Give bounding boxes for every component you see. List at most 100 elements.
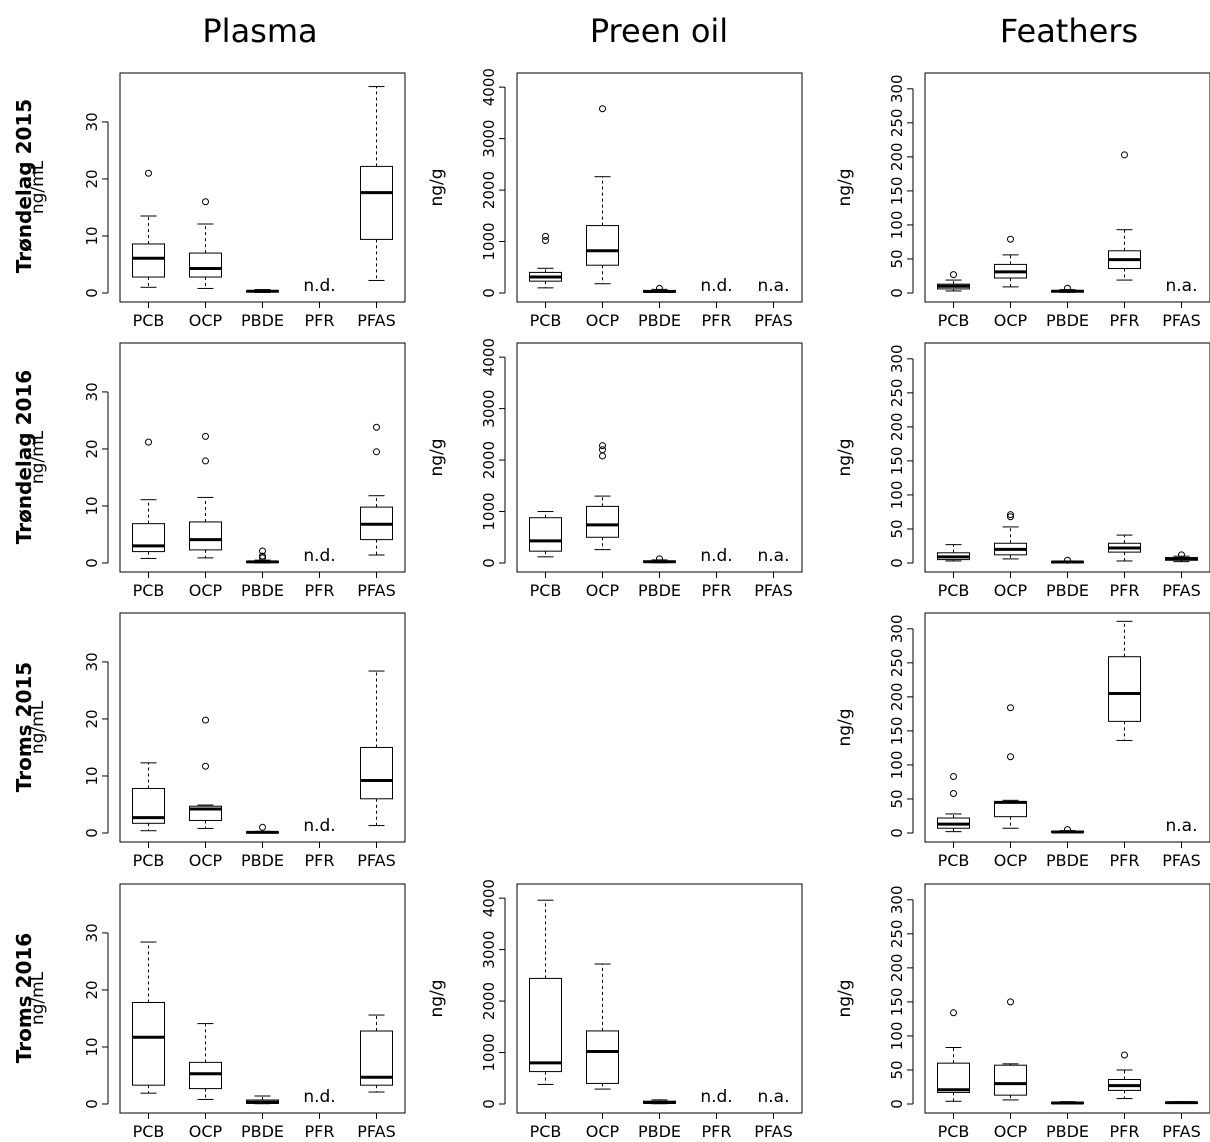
iqr-box bbox=[132, 1001, 165, 1086]
x-tick-label-pfr: PFR bbox=[305, 1122, 335, 1141]
box-pfr bbox=[1108, 151, 1141, 281]
iqr-box bbox=[189, 1061, 222, 1090]
y-axis: 0 10 20 30 bbox=[83, 112, 109, 298]
x-tick-label-pbde: PBDE bbox=[638, 581, 681, 600]
outlier-point bbox=[950, 271, 957, 279]
outlier-point bbox=[1064, 284, 1071, 292]
x-axis: PCB OCP PBDE PFR PFAS bbox=[530, 1112, 793, 1141]
y-tick-label: 30 bbox=[83, 382, 101, 401]
row-label-trondelag-2016: Trøndelag 2016 bbox=[12, 370, 36, 544]
x-tick-label-pfr: PFR bbox=[1110, 311, 1140, 330]
outlier-point bbox=[373, 423, 380, 431]
panel-feathers-trondelag-2015: 0 50 100 150 200 250 300 ng/g PCB OCP PBDE PFR PFAS n… bbox=[835, 72, 1210, 330]
box-pfr bbox=[1108, 534, 1141, 562]
y-tick-label: 30 bbox=[83, 923, 101, 942]
y-tick-label: 100 bbox=[888, 211, 906, 240]
y-tick-label: 0 bbox=[83, 558, 101, 568]
x-tick-label-pcb: PCB bbox=[938, 581, 970, 600]
note-label: n.d. bbox=[303, 276, 335, 296]
y-axis-unit-label: ng/mL bbox=[28, 430, 48, 484]
box-pcb bbox=[529, 899, 562, 1085]
outlier-point bbox=[599, 442, 606, 450]
box-pcb bbox=[937, 271, 970, 292]
box-ocp bbox=[586, 442, 619, 551]
box-pfr: n.d. bbox=[700, 276, 732, 296]
box-pfas: n.a. bbox=[1166, 816, 1198, 836]
box-pfr: n.d. bbox=[303, 1087, 335, 1107]
y-axis: 0 10 20 30 bbox=[83, 382, 109, 568]
x-axis: PCB OCP PBDE PFR PFAS bbox=[530, 301, 793, 330]
y-tick-label: 200 bbox=[888, 683, 906, 712]
y-tick-label: 10 bbox=[83, 766, 101, 785]
row-label-troms-2015: Troms 2015 bbox=[12, 662, 36, 792]
x-tick-label-pbde: PBDE bbox=[241, 1122, 284, 1141]
y-tick-label: 20 bbox=[83, 709, 101, 728]
x-tick-label-pcb: PCB bbox=[938, 1122, 970, 1141]
box-pbde bbox=[643, 555, 676, 564]
y-tick-label: 4000 bbox=[480, 338, 498, 376]
y-tick-label: 3000 bbox=[480, 931, 498, 969]
y-tick-label: 4000 bbox=[480, 879, 498, 917]
x-tick-label-pbde: PBDE bbox=[241, 851, 284, 870]
box-pcb bbox=[937, 1009, 970, 1102]
y-axis: 0 10 20 30 bbox=[83, 652, 109, 838]
x-tick-label-pcb: PCB bbox=[133, 1122, 165, 1141]
outlier-point bbox=[950, 773, 957, 781]
box-pbde bbox=[643, 1099, 676, 1105]
y-tick-label: 1000 bbox=[480, 222, 498, 260]
x-axis: PCB OCP PBDE PFR PFAS bbox=[133, 571, 396, 600]
x-tick-label-pcb: PCB bbox=[938, 311, 970, 330]
x-tick-label-pfas: PFAS bbox=[357, 311, 395, 330]
x-tick-label-ocp: OCP bbox=[189, 851, 223, 870]
y-tick-label: 2000 bbox=[480, 171, 498, 209]
x-tick-label-pfr: PFR bbox=[305, 581, 335, 600]
row-label-troms-2016: Troms 2016 bbox=[12, 933, 36, 1063]
x-tick-label-ocp: OCP bbox=[994, 1122, 1028, 1141]
y-tick-label: 100 bbox=[888, 481, 906, 510]
outlier-point bbox=[202, 457, 209, 465]
y-axis: 0 50 100 150 200 250 300 bbox=[888, 614, 914, 838]
y-tick-label: 50 bbox=[888, 519, 906, 538]
x-tick-label-pbde: PBDE bbox=[638, 1122, 681, 1141]
box-pfr: n.d. bbox=[303, 816, 335, 836]
y-tick-label: 4000 bbox=[480, 68, 498, 106]
panel-plasma-troms-2016: 0 10 20 30 ng/mL PCB OCP PBDE PFR PFAS n.d. bbox=[28, 883, 406, 1141]
x-tick-label-pfas: PFAS bbox=[754, 311, 792, 330]
x-tick-label-pfr: PFR bbox=[1110, 1122, 1140, 1141]
x-tick-label-pbde: PBDE bbox=[1046, 1122, 1089, 1141]
y-axis: 0 1000 2000 3000 4000 bbox=[480, 879, 506, 1109]
panel-feathers-trondelag-2016: 0 50 100 150 200 250 300 ng/g PCB OCP PBDE PFR PFAS bbox=[835, 342, 1210, 600]
y-tick-label: 150 bbox=[888, 988, 906, 1017]
plot-frame bbox=[924, 72, 1210, 303]
x-tick-label-pbde: PBDE bbox=[241, 311, 284, 330]
y-tick-label: 0 bbox=[888, 1099, 906, 1109]
box-pbde bbox=[1051, 1101, 1084, 1105]
note-label: n.d. bbox=[700, 276, 732, 296]
x-tick-label-pfas: PFAS bbox=[357, 851, 395, 870]
x-tick-label-ocp: OCP bbox=[586, 1122, 620, 1141]
y-tick-label: 250 bbox=[888, 379, 906, 408]
y-axis-unit-label: ng/g bbox=[835, 979, 855, 1017]
y-axis: 0 50 100 150 200 250 300 bbox=[888, 74, 914, 298]
box-pcb bbox=[132, 762, 165, 832]
note-label: n.d. bbox=[700, 546, 732, 566]
y-tick-label: 0 bbox=[480, 288, 498, 298]
outlier-point bbox=[259, 552, 266, 560]
iqr-box bbox=[994, 1064, 1027, 1096]
outlier-point bbox=[1064, 556, 1071, 564]
x-tick-label-pfas: PFAS bbox=[754, 581, 792, 600]
x-tick-label-pcb: PCB bbox=[530, 1122, 562, 1141]
box-ocp bbox=[189, 716, 222, 829]
outlier-point bbox=[145, 169, 152, 177]
box-ocp bbox=[189, 432, 222, 559]
x-tick-label-ocp: OCP bbox=[994, 311, 1028, 330]
x-tick-label-pfr: PFR bbox=[1110, 581, 1140, 600]
y-tick-label: 150 bbox=[888, 447, 906, 476]
box-pbde bbox=[246, 823, 279, 834]
y-axis-unit-label: ng/mL bbox=[28, 700, 48, 754]
panel-feathers-troms-2015: 0 50 100 150 200 250 300 ng/g PCB OCP PBDE PFR PFAS n… bbox=[835, 612, 1210, 870]
y-tick-label: 30 bbox=[83, 652, 101, 671]
y-tick-label: 10 bbox=[83, 1037, 101, 1056]
x-axis: PCB OCP PBDE PFR PFAS bbox=[938, 301, 1201, 330]
